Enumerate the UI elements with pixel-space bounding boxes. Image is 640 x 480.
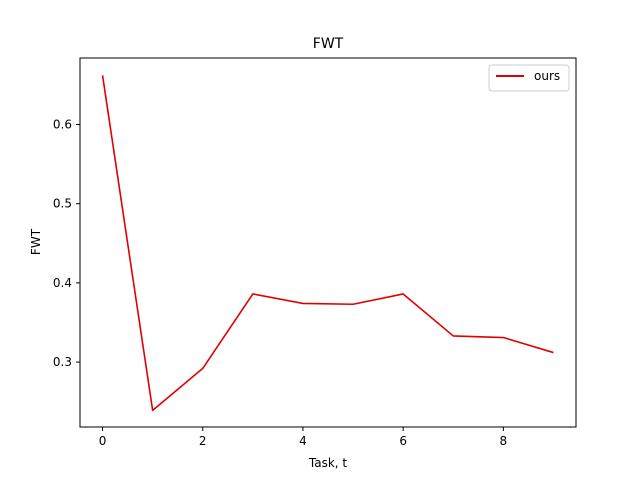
y-tick-label: 0.6 [53,118,72,132]
legend-label: ours [534,69,560,83]
legend: ours [488,64,570,92]
x-axis: 0 2 4 6 8 [99,427,507,448]
axes-frame [79,57,577,428]
series-line-ours [101,75,554,412]
y-axis: 0.3 0.4 0.5 0.6 [53,118,80,369]
x-tick-label: 6 [399,434,407,448]
x-tick-label: 0 [99,434,107,448]
y-tick-label: 0.4 [53,276,72,290]
x-tick-label: 2 [199,434,207,448]
x-tick-label: 8 [500,434,508,448]
legend-box [488,64,570,92]
y-axis-label: FWT [29,228,43,255]
line-layer [101,75,554,412]
x-axis-label: Task, t [308,456,348,470]
x-tick-label: 4 [299,434,307,448]
y-tick-label: 0.3 [53,355,72,369]
chart-title: FWT [313,36,344,52]
y-tick-label: 0.5 [53,197,72,211]
